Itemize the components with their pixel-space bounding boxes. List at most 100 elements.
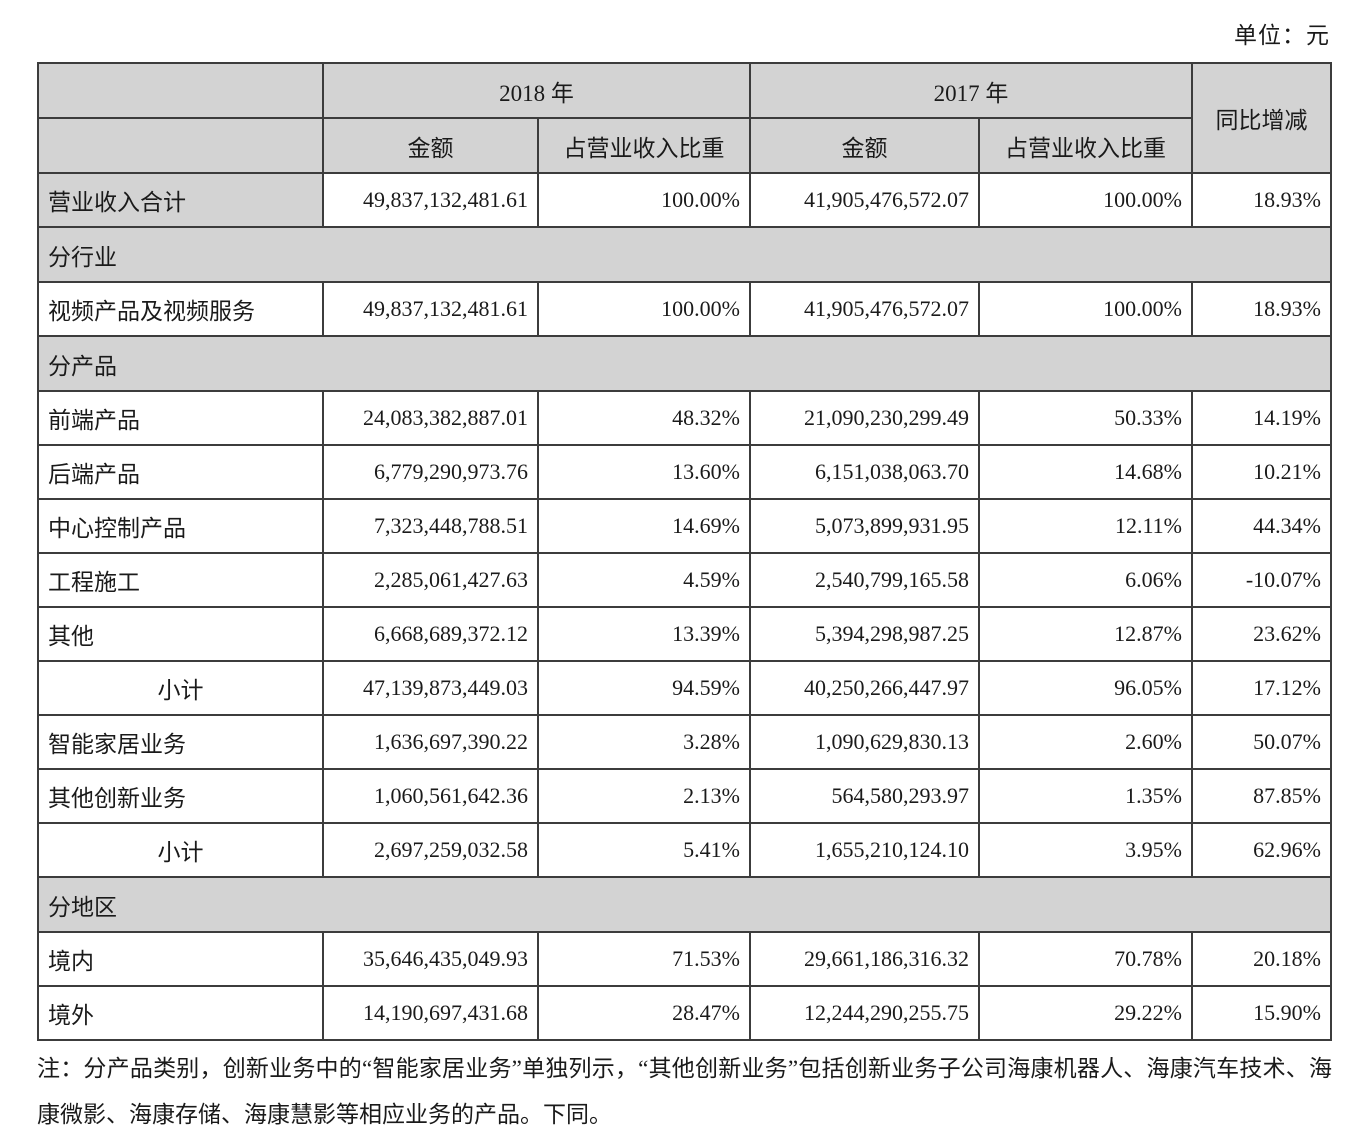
cell-yoy: 18.93% <box>1191 172 1332 228</box>
cell-ratio-2018: 100.00% <box>537 281 751 337</box>
cell-amount-2018: 2,697,259,032.58 <box>322 822 539 878</box>
row-label: 其他创新业务 <box>37 768 324 824</box>
row-label: 境内 <box>37 931 324 987</box>
cell-amount-2017: 41,905,476,572.07 <box>749 172 980 228</box>
cell-ratio-2017: 3.95% <box>978 822 1193 878</box>
row-label: 视频产品及视频服务 <box>37 281 324 337</box>
cell-yoy: 15.90% <box>1191 985 1332 1041</box>
cell-amount-2017: 564,580,293.97 <box>749 768 980 824</box>
cell-amount-2018: 6,779,290,973.76 <box>322 444 539 500</box>
cell-ratio-2018: 28.47% <box>537 985 751 1041</box>
footnote: 注：分产品类别，创新业务中的“智能家居业务”单独列示，“其他创新业务”包括创新业… <box>37 1056 1332 1126</box>
cell-yoy: 18.93% <box>1191 281 1332 337</box>
cell-ratio-2017: 100.00% <box>978 172 1193 228</box>
table-body: 营业收入合计 49,837,132,481.61 100.00% 41,905,476… <box>37 172 1332 1041</box>
cell-ratio-2018: 3.28% <box>537 714 751 770</box>
table-row: 视频产品及视频服务 49,837,132,481.61 100.00% 41,905,… <box>37 281 1332 337</box>
table-row: 中心控制产品 7,323,448,788.51 14.69% 5,073,899,93… <box>37 498 1332 554</box>
table-row: 后端产品 6,779,290,973.76 13.60% 6,151,038,063.… <box>37 444 1332 500</box>
cell-amount-2018: 47,139,873,449.03 <box>322 660 539 716</box>
unit-label: 单位：元 <box>1234 23 1330 48</box>
cell-amount-2018: 6,668,689,372.12 <box>322 606 539 662</box>
cell-ratio-2017: 100.00% <box>978 281 1193 337</box>
cell-ratio-2018: 14.69% <box>537 498 751 554</box>
cell-ratio-2017: 70.78% <box>978 931 1193 987</box>
row-label: 后端产品 <box>37 444 324 500</box>
table-row: 其他 6,668,689,372.12 13.39% 5,394,298,987.25… <box>37 606 1332 662</box>
cell-amount-2017: 40,250,266,447.97 <box>749 660 980 716</box>
header-spacer-cell <box>37 118 324 174</box>
table-row: 营业收入合计 49,837,132,481.61 100.00% 41,905,476… <box>37 172 1332 228</box>
table-row: 其他创新业务 1,060,561,642.36 2.13% 564,580,293.9… <box>37 768 1332 824</box>
row-label: 中心控制产品 <box>37 498 324 554</box>
table-row: 工程施工 2,285,061,427.63 4.59% 2,540,799,165.5… <box>37 552 1332 608</box>
cell-amount-2017: 2,540,799,165.58 <box>749 552 980 608</box>
cell-yoy: -10.07% <box>1191 552 1332 608</box>
cell-amount-2017: 21,090,230,299.49 <box>749 390 980 446</box>
table-row: 前端产品 24,083,382,887.01 48.32% 21,090,230,29… <box>37 390 1332 446</box>
header-ratio-2018: 占营业收入比重 <box>537 117 751 174</box>
table-row: 智能家居业务 1,636,697,390.22 3.28% 1,090,629,830… <box>37 714 1332 770</box>
cell-amount-2018: 7,323,448,788.51 <box>322 498 539 554</box>
cell-ratio-2018: 94.59% <box>537 660 751 716</box>
cell-ratio-2018: 4.59% <box>537 552 751 608</box>
cell-ratio-2017: 2.60% <box>978 714 1193 770</box>
cell-ratio-2018: 48.32% <box>537 390 751 446</box>
row-label: 境外 <box>37 985 324 1041</box>
cell-ratio-2018: 13.39% <box>537 606 751 662</box>
row-label: 小计 <box>37 660 324 716</box>
header-ratio-2017: 占营业收入比重 <box>978 117 1193 174</box>
cell-amount-2018: 1,060,561,642.36 <box>322 768 539 824</box>
cell-ratio-2018: 13.60% <box>537 444 751 500</box>
cell-yoy: 87.85% <box>1191 768 1332 824</box>
header-amount-2017: 金额 <box>749 117 980 174</box>
cell-yoy: 44.34% <box>1191 498 1332 554</box>
cell-ratio-2018: 5.41% <box>537 822 751 878</box>
row-label: 前端产品 <box>37 390 324 446</box>
cell-ratio-2017: 12.87% <box>978 606 1193 662</box>
revenue-breakdown-table: 2018 年 2017 年 同比增减 金额 占营业收入比重 金额 占营业收入比重… <box>37 62 1332 1041</box>
cell-ratio-2017: 14.68% <box>978 444 1193 500</box>
cell-amount-2017: 5,073,899,931.95 <box>749 498 980 554</box>
cell-yoy: 23.62% <box>1191 606 1332 662</box>
cell-yoy: 14.19% <box>1191 390 1332 446</box>
cell-amount-2017: 41,905,476,572.07 <box>749 281 980 337</box>
cell-ratio-2017: 50.33% <box>978 390 1193 446</box>
row-label: 其他 <box>37 606 324 662</box>
table-row: 小计 47,139,873,449.03 94.59% 40,250,266,447.… <box>37 660 1332 716</box>
cell-ratio-2017: 29.22% <box>978 985 1193 1041</box>
table-row: 小计 2,697,259,032.58 5.41% 1,655,210,124.10 3… <box>37 822 1332 878</box>
section-row: 分产品 <box>37 335 1332 392</box>
section-label: 分行业 <box>37 226 1332 283</box>
section-label: 分地区 <box>37 876 1332 933</box>
cell-ratio-2017: 96.05% <box>978 660 1193 716</box>
header-year-2017: 2017 年 <box>749 62 1193 119</box>
cell-ratio-2018: 100.00% <box>537 172 751 228</box>
cell-yoy: 10.21% <box>1191 444 1332 500</box>
cell-amount-2018: 2,285,061,427.63 <box>322 552 539 608</box>
cell-amount-2018: 14,190,697,431.68 <box>322 985 539 1041</box>
section-row: 分行业 <box>37 226 1332 283</box>
cell-yoy: 62.96% <box>1191 822 1332 878</box>
cell-amount-2017: 12,244,290,255.75 <box>749 985 980 1041</box>
cell-amount-2018: 24,083,382,887.01 <box>322 390 539 446</box>
header-year-2018: 2018 年 <box>322 62 751 119</box>
cell-yoy: 20.18% <box>1191 931 1332 987</box>
cell-amount-2017: 1,655,210,124.10 <box>749 822 980 878</box>
row-label: 智能家居业务 <box>37 714 324 770</box>
cell-yoy: 50.07% <box>1191 714 1332 770</box>
table-header: 2018 年 2017 年 同比增减 金额 占营业收入比重 金额 占营业收入比重 <box>37 62 1332 174</box>
cell-ratio-2017: 6.06% <box>978 552 1193 608</box>
cell-amount-2018: 49,837,132,481.61 <box>322 281 539 337</box>
row-label: 营业收入合计 <box>37 172 324 228</box>
cell-ratio-2018: 71.53% <box>537 931 751 987</box>
section-row: 分地区 <box>37 876 1332 933</box>
row-label: 工程施工 <box>37 552 324 608</box>
header-amount-2018: 金额 <box>322 117 539 174</box>
cell-amount-2018: 49,837,132,481.61 <box>322 172 539 228</box>
cell-amount-2017: 6,151,038,063.70 <box>749 444 980 500</box>
cell-amount-2017: 1,090,629,830.13 <box>749 714 980 770</box>
cell-yoy: 17.12% <box>1191 660 1332 716</box>
header-yoy-change: 同比增减 <box>1191 62 1332 174</box>
